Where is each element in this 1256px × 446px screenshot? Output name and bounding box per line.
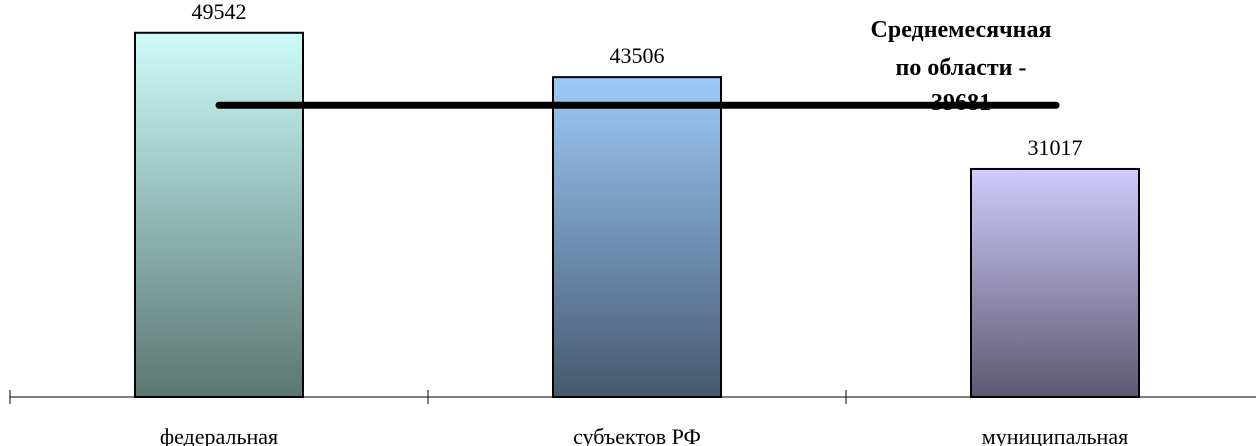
average-label-line-1: Среднемесячная xyxy=(871,17,1052,43)
bar-3 xyxy=(970,167,1140,398)
labels-layer: 49542 федеральная 43506 субъектов РФ 31017 му… xyxy=(160,0,1128,446)
data-label-1: 49542 xyxy=(192,0,247,24)
category-label-1: федеральная xyxy=(160,424,278,446)
average-label-line-3: 39681 xyxy=(931,90,991,116)
data-label-2: 43506 xyxy=(610,43,665,68)
bar-1 xyxy=(134,31,304,398)
category-label-2: субъектов РФ xyxy=(573,424,701,446)
x-axis xyxy=(9,390,1256,404)
category-label-3: муниципальная xyxy=(982,424,1128,446)
data-label-3: 31017 xyxy=(1028,135,1083,160)
average-label-line-2: по области - xyxy=(896,55,1027,81)
bar-2 xyxy=(552,76,722,398)
bars-layer xyxy=(134,31,1140,398)
